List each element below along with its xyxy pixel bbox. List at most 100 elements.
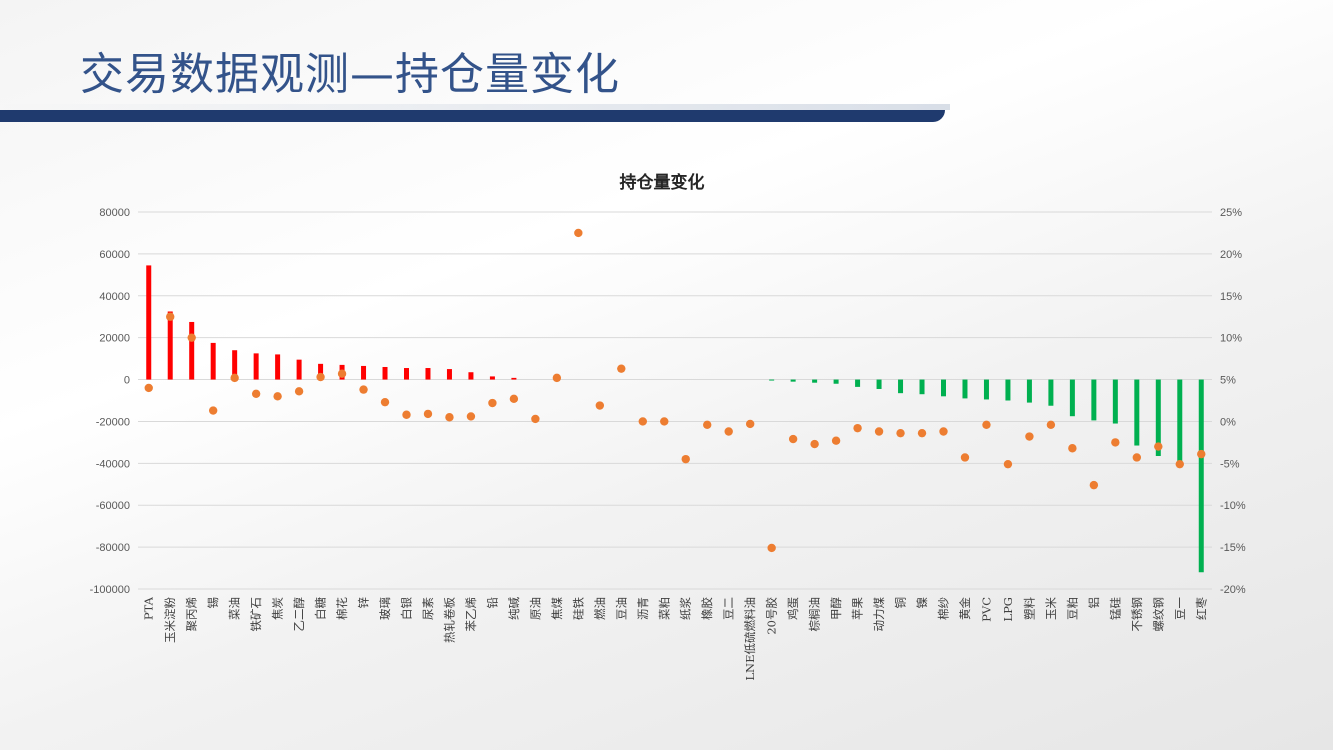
- category-label: 铅: [485, 597, 499, 609]
- category-label: 螺纹钢: [1151, 597, 1165, 632]
- bar: [919, 379, 925, 395]
- data-point: [703, 420, 712, 429]
- category-label: 豆油: [614, 597, 628, 620]
- data-point: [402, 410, 411, 419]
- data-point: [359, 385, 368, 394]
- data-point: [380, 397, 390, 407]
- right-tick-label: -15%: [1220, 542, 1246, 554]
- category-label: 20号胶: [765, 597, 779, 635]
- bar: [489, 376, 495, 380]
- slide-title: 交易数据观测—持仓量变化: [80, 49, 620, 100]
- data-point: [1089, 480, 1099, 490]
- data-point: [251, 389, 261, 398]
- category-label: 玻璃: [378, 597, 392, 620]
- category-label: 焦炭: [271, 597, 285, 620]
- bar: [318, 363, 324, 380]
- category-label: 鸡蛋: [786, 597, 800, 620]
- chart-title: 持仓量变化: [620, 172, 705, 193]
- data-point: [745, 419, 755, 429]
- data-point: [1132, 453, 1142, 462]
- bar: [275, 354, 281, 380]
- bar: [983, 379, 989, 400]
- bar: [210, 342, 216, 380]
- category-labels: PTA 玉米淀粉 聚丙烯锡菜油 铁矿石 焦炭 乙二醇 白糖 棉花锌玻璃 白银 尿素 热轧卷板 苯乙烯铅…: [142, 596, 1209, 680]
- bar: [1112, 379, 1118, 424]
- category-label: 豆二: [722, 597, 736, 620]
- category-label: 乙二醇: [292, 597, 306, 632]
- data-point: [488, 398, 497, 408]
- category-label: PVC: [979, 597, 993, 622]
- left-tick-label: 40000: [99, 291, 130, 303]
- data-point: [1197, 449, 1206, 459]
- data-point: [1046, 420, 1056, 429]
- right-axis-ticks: 25% 20% 15% 10% 5% 0% -5% -10% -15% -20%: [1220, 207, 1246, 596]
- category-label: 纸浆: [679, 597, 693, 620]
- category-label: 苯乙烯: [464, 597, 478, 632]
- category-label: 锡: [206, 597, 220, 609]
- category-label: 沥青: [636, 597, 650, 620]
- data-point: [1154, 442, 1163, 451]
- bar: [1026, 379, 1032, 403]
- bar: [1091, 379, 1097, 421]
- data-point: [166, 312, 175, 321]
- data-point: [423, 409, 433, 419]
- category-label: 豆粕: [1065, 597, 1079, 620]
- category-label: 硅铁: [571, 597, 585, 620]
- left-tick-label: -60000: [96, 500, 130, 512]
- bar: [425, 368, 431, 380]
- category-label: 动力煤: [872, 597, 886, 632]
- data-point: [810, 439, 819, 449]
- data-point: [208, 406, 218, 415]
- data-point: [595, 401, 605, 410]
- data-point: [273, 392, 282, 401]
- category-label: 锰硅: [1108, 597, 1122, 620]
- title-bar: [0, 110, 945, 122]
- category-label: 焦煤: [550, 597, 564, 620]
- data-point: [1025, 432, 1034, 441]
- bar: [253, 353, 259, 380]
- category-label: 玉米: [1044, 597, 1058, 620]
- data-point: [788, 434, 798, 444]
- category-label: 白糖: [314, 597, 328, 620]
- category-label: 黄金: [958, 597, 972, 620]
- category-label: 红枣: [1194, 597, 1208, 620]
- data-point: [294, 387, 304, 396]
- data-point: [574, 228, 583, 238]
- left-tick-label: -20000: [96, 416, 130, 428]
- gridlines: [138, 211, 1212, 590]
- data-point: [917, 428, 927, 438]
- data-point: [531, 414, 540, 424]
- bar: [446, 369, 452, 380]
- category-label: 玉米淀粉: [163, 597, 177, 643]
- category-label: 棕榈油: [808, 597, 822, 632]
- category-label: 镍: [915, 597, 929, 609]
- data-point: [853, 423, 862, 433]
- data-point: [316, 372, 325, 382]
- bar: [1155, 379, 1161, 457]
- category-label: 甲醇: [829, 597, 843, 620]
- category-label: 纯碱: [507, 597, 521, 620]
- category-label: 聚丙烯: [185, 597, 199, 632]
- bar: [962, 379, 968, 399]
- data-point: [1175, 459, 1184, 469]
- category-label: 苹果: [851, 597, 865, 620]
- category-label: 热轧卷板: [442, 597, 456, 643]
- left-tick-label: 0: [124, 375, 130, 387]
- right-tick-label: 15%: [1220, 291, 1242, 303]
- bar: [790, 379, 796, 382]
- category-label: 铝: [1087, 597, 1101, 609]
- data-point: [552, 373, 562, 383]
- bar: [189, 321, 195, 380]
- data-point: [509, 394, 519, 404]
- right-tick-label: -5%: [1220, 458, 1240, 470]
- category-label: 燃油: [593, 597, 607, 620]
- title-bar-shine: [0, 104, 950, 110]
- data-point: [1111, 438, 1120, 447]
- bar: [382, 366, 388, 380]
- category-label: 铜: [894, 597, 908, 609]
- data-point: [831, 436, 841, 445]
- category-label: 铁矿石: [249, 597, 263, 632]
- bar: [855, 379, 861, 387]
